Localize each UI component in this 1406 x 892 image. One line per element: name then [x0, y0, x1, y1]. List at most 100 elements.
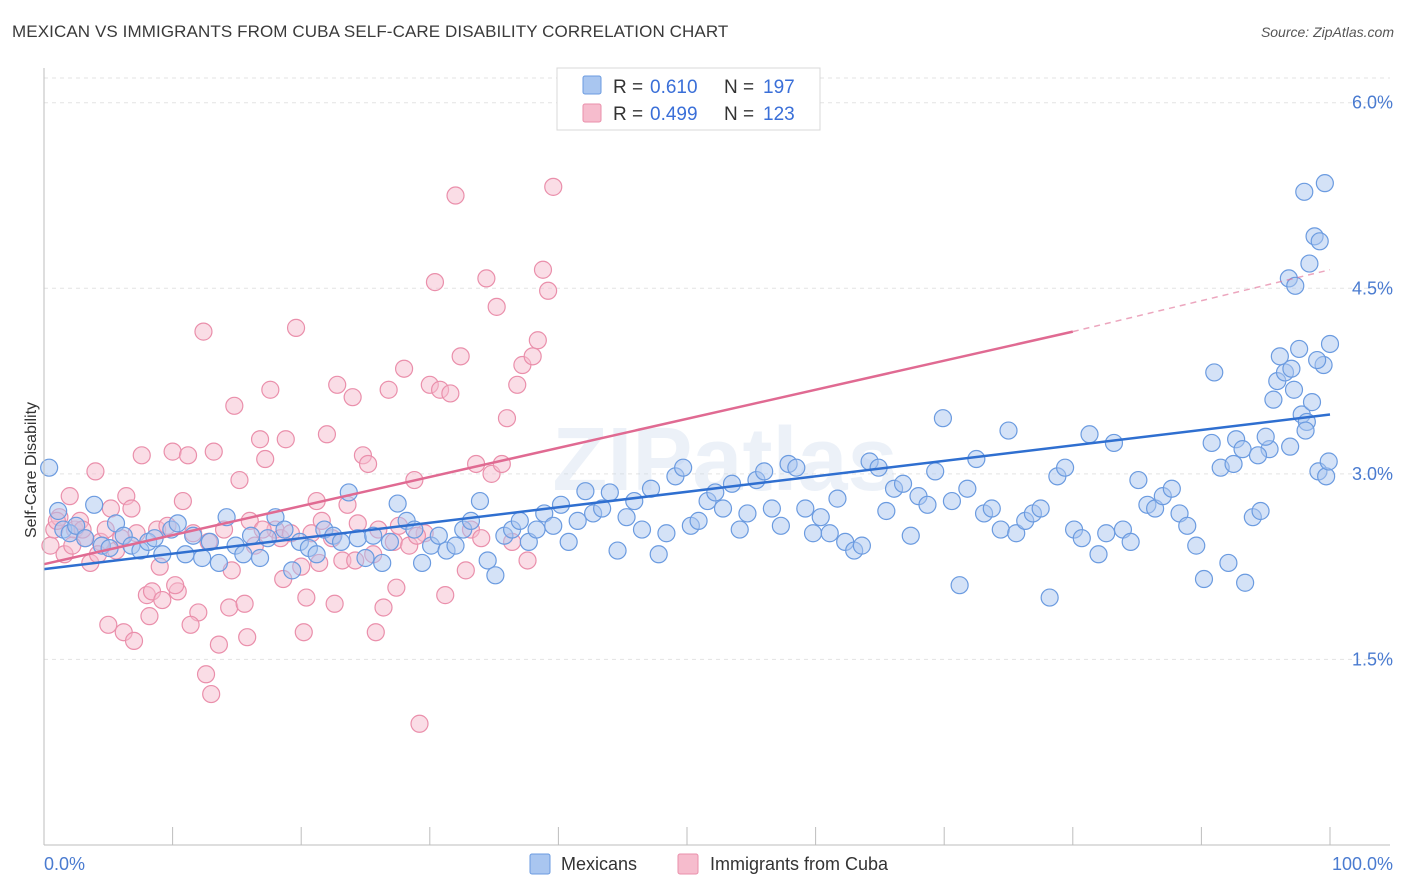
- x-tick-label-max: 100.0%: [1332, 854, 1393, 874]
- blue-point: [275, 520, 294, 539]
- blue-point: [364, 526, 383, 545]
- pink-point: [256, 449, 275, 469]
- pink-point: [202, 684, 221, 704]
- blue-point: [1236, 573, 1255, 592]
- stats-pink-r-label: R =: [613, 104, 643, 125]
- blue-point: [1055, 458, 1075, 477]
- pink-point: [518, 551, 537, 570]
- blue-point: [649, 545, 668, 564]
- blue-point: [1295, 182, 1314, 201]
- pink-point: [343, 388, 362, 407]
- pink-point: [544, 177, 563, 196]
- blue-point: [1104, 433, 1124, 453]
- pink-point: [235, 594, 254, 613]
- trend-lines: [43, 269, 1331, 571]
- stats-pink-n-label: N =: [724, 104, 754, 125]
- blue-point: [250, 548, 270, 568]
- pink-point: [523, 347, 542, 366]
- blue-point: [85, 495, 104, 514]
- grid-lines: [44, 77, 1390, 660]
- pink-point: [230, 470, 249, 490]
- pink-point: [508, 375, 527, 394]
- blue-point: [168, 514, 187, 533]
- pink-point: [297, 588, 316, 607]
- blue-point: [1040, 588, 1059, 607]
- legend-blue-label: Mexicans: [561, 854, 637, 874]
- blue-point: [762, 499, 781, 518]
- blue-point: [209, 553, 228, 573]
- blue-point: [1007, 524, 1026, 543]
- pink-point: [387, 578, 406, 597]
- blue-point: [1178, 516, 1197, 535]
- blue-point: [1308, 350, 1327, 370]
- pink-point: [533, 260, 553, 279]
- blue-point: [852, 536, 871, 555]
- pink-point: [379, 380, 398, 399]
- blue-point: [470, 491, 490, 511]
- blue-point: [40, 458, 59, 477]
- blue-point: [388, 494, 407, 513]
- pink-point: [124, 631, 144, 650]
- blue-point: [1080, 425, 1099, 444]
- blue-point: [1129, 470, 1148, 490]
- y-tick-label: 3.0%: [1352, 464, 1393, 484]
- pink-trend-extension: [1072, 269, 1331, 333]
- pink-point: [539, 281, 558, 300]
- stats-pink-n-value: 123: [763, 104, 795, 125]
- blue-point: [918, 495, 937, 514]
- pink-point: [204, 442, 223, 461]
- blue-point: [1224, 454, 1243, 474]
- blue-point: [1270, 347, 1289, 366]
- blue-point: [1162, 479, 1181, 498]
- pink-point: [374, 598, 393, 617]
- pink-point: [441, 384, 460, 403]
- stats-pink-swatch: [582, 103, 602, 123]
- stats-blue-n-label: N =: [724, 77, 754, 98]
- y-tick-label: 6.0%: [1352, 93, 1393, 113]
- pink-point: [173, 491, 192, 511]
- blue-point: [1282, 359, 1301, 378]
- y-axis-label: Self-Care Disability: [23, 402, 40, 538]
- blue-point: [544, 516, 563, 535]
- pink-point: [410, 714, 429, 733]
- pink-point: [140, 607, 159, 626]
- blue-point: [1317, 467, 1336, 486]
- pink-point: [317, 425, 337, 444]
- pink-point: [394, 359, 414, 378]
- pink-point: [477, 269, 496, 288]
- blue-point: [1202, 433, 1221, 453]
- legend-blue-swatch: [529, 853, 551, 875]
- pink-point: [487, 297, 506, 316]
- blue-point: [510, 511, 529, 530]
- blue-point: [933, 409, 953, 428]
- pink-point: [86, 462, 105, 481]
- blue-point: [1300, 254, 1319, 273]
- blue-point: [67, 516, 86, 535]
- stats-blue-n-value: 197: [763, 77, 795, 98]
- blue-point: [674, 458, 693, 477]
- pink-point: [328, 375, 347, 394]
- pink-point: [497, 409, 517, 428]
- pink-trend-line: [43, 330, 1074, 566]
- blue-trend-line: [43, 413, 1331, 571]
- blue-point: [1302, 393, 1322, 412]
- blue-point: [1296, 421, 1315, 440]
- blue-point: [1089, 545, 1108, 564]
- blue-point: [380, 532, 400, 552]
- blue-point: [877, 501, 896, 521]
- stats-pink-r-value: 0.499: [650, 104, 698, 125]
- pink-point: [181, 615, 200, 634]
- blue-point: [713, 499, 733, 518]
- blue-point: [991, 520, 1010, 539]
- blue-point: [241, 526, 261, 545]
- blue-point: [527, 520, 546, 539]
- y-tick-label: 1.5%: [1352, 649, 1393, 669]
- blue-point: [625, 491, 644, 511]
- pink-point: [132, 446, 151, 465]
- pink-point: [456, 561, 475, 580]
- pink-point: [194, 322, 213, 341]
- legend-pink-swatch: [677, 853, 699, 875]
- pink-point: [196, 665, 216, 684]
- blue-point: [1121, 532, 1140, 552]
- blue-point: [1281, 437, 1300, 456]
